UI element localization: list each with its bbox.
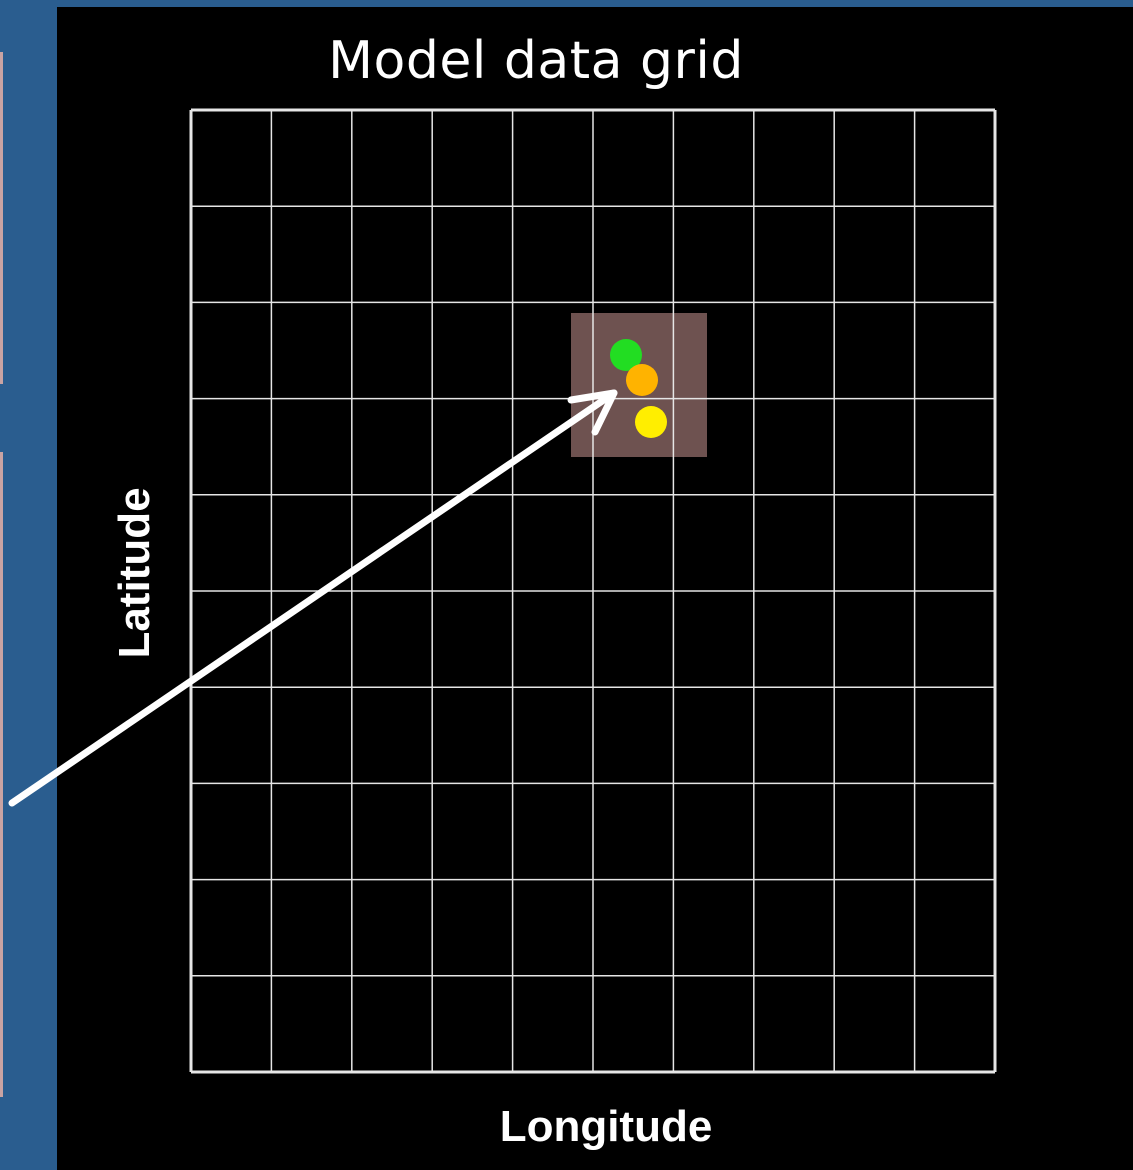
left-frame-edge-top: [0, 52, 3, 384]
top-frame-strip: [0, 0, 1133, 7]
yellow-point: [635, 406, 667, 438]
longitude-axis-label: Longitude: [499, 1102, 713, 1151]
model-grid: [189, 108, 997, 1074]
left-frame-edge-bottom: [0, 452, 3, 1097]
observation-points: [610, 339, 667, 438]
mapping-arrow: [8, 389, 618, 807]
arrow-head: [567, 389, 618, 436]
green-point: [610, 339, 642, 371]
orange-point: [626, 364, 658, 396]
arrow-shaft: [8, 389, 618, 807]
diagram-title: Model data grid: [328, 31, 744, 91]
left-frame-strip: [0, 0, 57, 1170]
